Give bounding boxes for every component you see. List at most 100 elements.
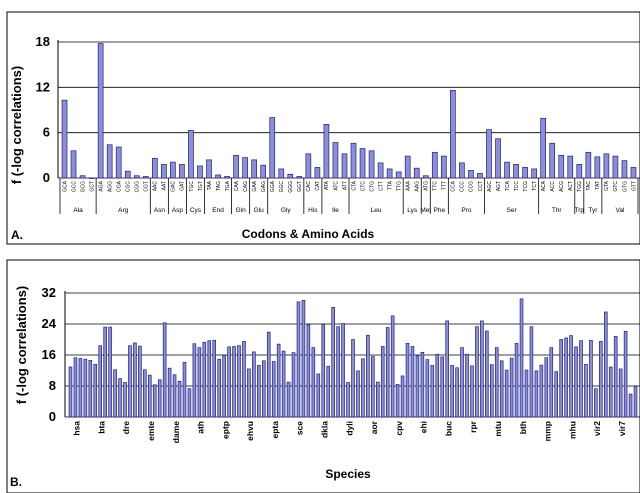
panel-a-bar [377,162,384,179]
panel-a-codon-label: CTG [369,181,375,192]
panel-b-bar [232,346,236,418]
panel-b-bar [177,381,182,418]
panel-b-ytick: 32 [42,285,56,300]
panel-b-species-label: bth [518,421,528,434]
panel-a-aminoacid-label: Phe [434,207,446,214]
panel-b-bar [331,306,335,418]
panel-a-bar [368,150,375,179]
panel-a-ytick: 18 [36,34,50,49]
panel-b-bar [257,365,261,418]
panel-a-codon-label: AAG [415,181,421,192]
panel-b-bar [465,353,469,418]
panel-a-bar [115,146,122,179]
panel-b-bar [529,326,534,418]
panel-b-bar [594,388,598,418]
panel-a-codon-label: CGG [135,181,141,193]
panel-a-bar [124,170,131,179]
panel-a-bar [170,161,176,179]
panel-a-aminoacid-label: Trp [575,207,585,214]
panel-a-codon-label: ACC [550,181,556,192]
panel-a-bar [314,167,321,179]
panel-b-species-label: eptp [220,421,230,439]
panel-a-codon-label: GCG [80,181,86,193]
panel-a-bar [459,162,465,179]
panel-a-codon-label: ATA [324,180,330,190]
panel-a-codon-label: GAA [252,180,258,191]
panel-a-codon-label: TCC [514,181,520,192]
panel-b-species-label: ehi [419,421,429,433]
panel-b-bar [504,369,509,418]
panel-a-codon-label: TTA [387,180,393,190]
panel-b-species-label: buc [443,421,453,436]
panel-b-ytick: 8 [49,378,56,393]
panel-b-bar [98,345,103,418]
panel-b-bar [162,322,167,418]
panel-b-species-label: epta [270,421,280,439]
panel-b-bar [356,370,360,418]
panel-a-codon-label: ATT [342,181,348,190]
panel-a-codon-label: CTC [360,181,366,192]
panel-b-bar [252,351,256,418]
panel-b-bar [266,331,271,418]
panel-a-bar [260,164,267,179]
panel-b-bar [88,360,93,418]
panel-b-bar [410,346,415,418]
panel-b-bar [346,382,350,418]
panel-a-bar [251,159,258,179]
panel-a-ytick: 6 [43,125,50,140]
panel-a-codon-label: CAC [306,181,312,192]
panel-a-codon-label: GAT [180,181,186,191]
panel-b-bar [172,374,177,418]
panel-b-bar [222,355,226,418]
panel-b-bar [286,381,291,418]
panel-a-codon-label: ATG [424,181,430,191]
panel-b-bar [207,340,212,418]
panel-b-bar [93,363,98,418]
panel-a-codon-label: GGA [270,180,276,192]
panel-a-bar [206,159,212,179]
panel-a-codon-label: GGG [288,181,294,193]
panel-a-codon-label: GCC [71,181,77,193]
panel-a-codon-label: TAA [207,180,213,190]
panel-a-bar [585,151,592,179]
panel-b-bar [351,339,355,418]
panel-b-species-label: cpv [394,421,404,436]
panel-b-species-label: dre [121,421,131,435]
panel-a-codon-label: GTC [613,181,619,192]
panel-a-bar [70,150,77,179]
panel-b-frame [6,259,640,493]
panel-a-aminoacid-label: End [212,207,224,214]
panel-a-frame [6,11,640,245]
panel-a-aminoacid-label: Ala [73,207,83,214]
panel-b-bar [227,346,231,418]
panel-a-codon-label: TAC [586,181,592,191]
panel-b-bar [450,365,454,418]
panel-a-codon-label: GCT [89,181,95,192]
panel-b-species-label: dkla [320,421,330,438]
panel-b-bar [514,343,519,418]
panel-b-bar [455,367,459,418]
panel-a-ytick: 0 [43,170,50,185]
panel-b-bar [475,326,479,418]
panel-b-bar [485,330,489,418]
panel-a-bar [287,173,294,179]
panel-b-bar [509,357,514,418]
panel-b-bar [281,350,286,418]
panel-a-bar [558,154,565,179]
panel-a-bar [296,176,303,179]
panel-b-species-label: sce [295,421,305,435]
panel-a-codon-label: AAT [162,181,168,190]
panel-b-species-label: hsa [72,421,82,436]
panel-a-chart: f (-log correlations) Codons & Amino Aci… [9,34,640,242]
panel-a-bar [549,142,556,179]
panel-b-bar [336,326,340,418]
panel-a-codon-label: ACG [559,181,565,192]
panel-b-bar [152,384,157,418]
panel-b-bar [519,298,524,418]
panel-b-bar [247,368,251,418]
panel-b-bar [108,326,112,418]
panel-a-codon-label: GTT [631,181,637,191]
panel-a-codon-label: GCA [62,180,68,192]
panel-b-bar [202,341,207,418]
panel-a-bar [88,177,95,179]
